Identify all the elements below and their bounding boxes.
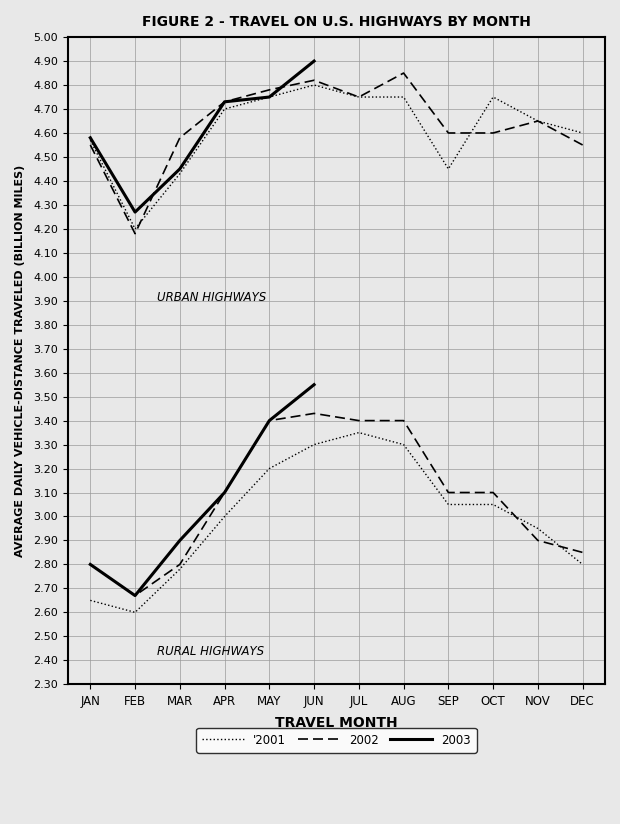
Title: FIGURE 2 - TRAVEL ON U.S. HIGHWAYS BY MONTH: FIGURE 2 - TRAVEL ON U.S. HIGHWAYS BY MO…: [142, 15, 531, 29]
X-axis label: TRAVEL MONTH: TRAVEL MONTH: [275, 716, 398, 730]
Text: URBAN HIGHWAYS: URBAN HIGHWAYS: [157, 291, 267, 304]
Text: RURAL HIGHWAYS: RURAL HIGHWAYS: [157, 645, 265, 658]
Legend: '2001, 2002, 2003: '2001, 2002, 2003: [197, 728, 477, 753]
Y-axis label: AVERAGE DAILY VEHICLE-DISTANCE TRAVELED (BILLION MILES): AVERAGE DAILY VEHICLE-DISTANCE TRAVELED …: [15, 165, 25, 557]
